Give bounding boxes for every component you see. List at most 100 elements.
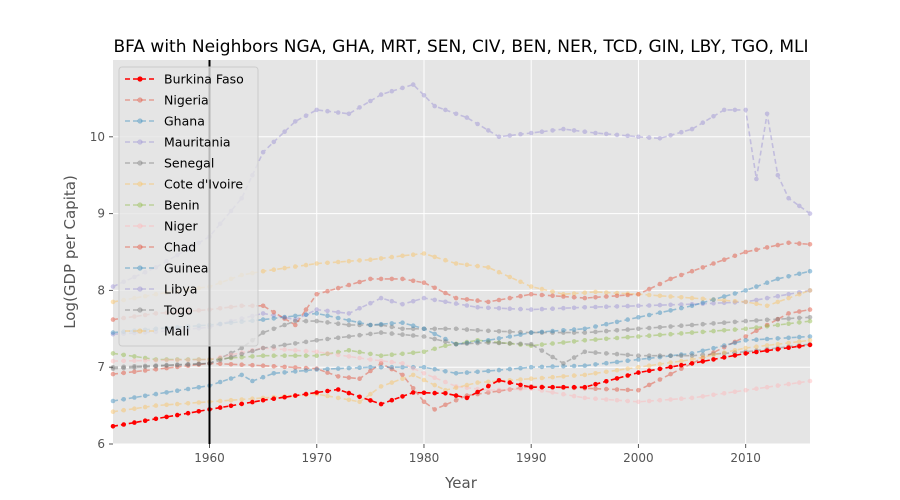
data-point [400, 332, 405, 337]
data-point [679, 353, 684, 359]
series-senegal [110, 315, 813, 370]
data-point [797, 291, 802, 297]
data-point [732, 327, 738, 332]
data-point [475, 338, 480, 343]
legend-label: Senegal [164, 156, 214, 171]
data-point [303, 318, 309, 324]
data-point [636, 357, 641, 362]
data-point [346, 348, 352, 353]
data-point [239, 354, 244, 360]
data-point [271, 396, 277, 402]
data-point [282, 370, 287, 375]
data-point [325, 308, 330, 314]
data-point [453, 393, 459, 398]
data-point [389, 352, 395, 358]
series-niger [110, 345, 813, 405]
data-point [700, 301, 706, 307]
data-point [282, 394, 287, 400]
data-point [325, 260, 330, 266]
data-point [518, 279, 523, 285]
data-point [743, 249, 748, 255]
data-point [132, 369, 137, 375]
data-point [550, 390, 555, 395]
data-point [453, 371, 459, 376]
data-point [636, 291, 641, 297]
data-point [260, 397, 266, 403]
data-point [764, 323, 770, 329]
data-point [539, 348, 545, 353]
data-point [293, 341, 298, 346]
data-point [368, 257, 373, 263]
data-point [518, 306, 523, 312]
data-point [271, 364, 277, 369]
data-point [775, 346, 781, 352]
data-point [260, 303, 266, 309]
data-point [378, 361, 384, 366]
data-point [260, 345, 266, 351]
data-point [453, 326, 459, 332]
data-point [561, 374, 566, 379]
legend-entry: Cote d'Ivoire [125, 177, 243, 192]
data-point [550, 330, 555, 335]
data-point [807, 318, 813, 324]
data-point [561, 391, 566, 397]
data-point [110, 317, 116, 322]
data-point [239, 362, 244, 368]
data-point [400, 372, 405, 378]
data-point [754, 328, 759, 334]
data-point [368, 351, 373, 357]
legend-entry: Nigeria [125, 93, 209, 108]
data-point [293, 264, 298, 269]
data-point [410, 298, 416, 304]
legend-box [118, 66, 259, 347]
data-point [346, 375, 352, 380]
data-point [421, 377, 427, 383]
data-point [786, 240, 791, 246]
data-point [754, 344, 759, 350]
data-point [507, 334, 513, 339]
data-point [711, 297, 716, 302]
data-point [228, 403, 234, 409]
data-point [335, 259, 341, 265]
data-point [797, 290, 802, 295]
data-point [368, 322, 373, 328]
data-point [797, 334, 802, 340]
data-point [614, 290, 620, 296]
data-point [732, 253, 738, 259]
data-point [754, 325, 759, 330]
data-point [689, 395, 695, 401]
data-point [346, 390, 352, 396]
data-point [250, 348, 255, 354]
data-point [528, 130, 534, 136]
data-point [346, 397, 352, 403]
data-point [636, 326, 641, 332]
data-point [153, 363, 159, 368]
data-point [700, 394, 706, 399]
data-point [325, 336, 330, 342]
data-point [335, 285, 341, 291]
data-point [764, 280, 770, 286]
data-point [775, 316, 781, 322]
data-point [443, 339, 448, 344]
data-point [217, 361, 223, 367]
legend-label: Chad [164, 240, 196, 255]
data-point [378, 384, 384, 389]
data-point [561, 305, 566, 311]
data-point [217, 398, 223, 404]
data-point [475, 263, 480, 269]
data-point [303, 348, 309, 354]
data-point [507, 366, 513, 372]
data-point [646, 325, 652, 331]
data-point [389, 276, 395, 282]
data-point [217, 358, 223, 363]
series-line [112, 331, 811, 370]
data-point [110, 398, 116, 404]
data-point [507, 306, 513, 312]
data-point [357, 306, 362, 311]
data-point [636, 134, 641, 140]
data-point [314, 349, 320, 355]
data-point [614, 319, 620, 325]
data-point [443, 299, 448, 305]
data-point [432, 254, 438, 260]
data-point [604, 369, 609, 375]
